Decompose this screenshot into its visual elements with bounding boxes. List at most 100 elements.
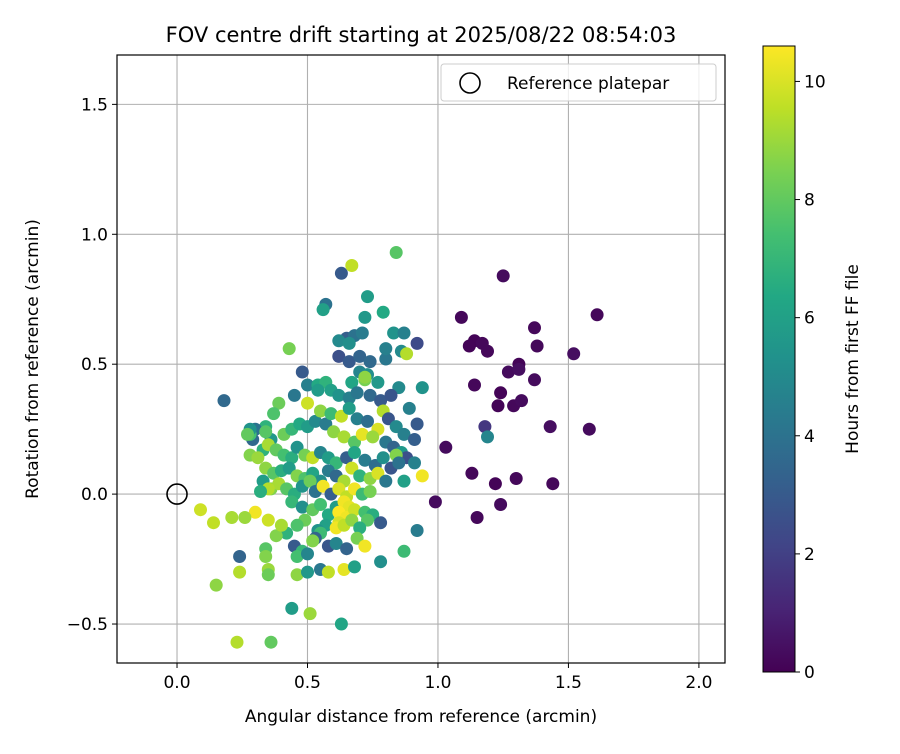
data-point [470,511,484,524]
data-point [428,495,442,509]
data-point [274,518,288,532]
data-point [350,412,364,426]
data-point [248,505,262,519]
data-point [358,453,372,467]
data-point [397,544,411,558]
data-point [379,474,393,488]
data-point [410,417,424,431]
data-point [334,266,348,280]
legend: Reference platepar [440,63,717,102]
data-point [348,446,361,459]
data-point [272,396,286,410]
data-point [321,565,335,579]
data-point [337,563,351,576]
data-point [528,321,541,335]
data-point [379,352,393,366]
data-point [397,427,411,441]
data-point [345,513,359,527]
data-point [230,635,244,649]
colorbar-label: Hours from first FF file [843,264,863,454]
data-point [314,404,327,418]
data-point [332,334,346,348]
data-point [290,518,304,532]
data-point [285,451,299,465]
data-point [374,394,388,408]
data-point [251,451,265,465]
data-point [261,568,275,582]
data-point [515,394,528,408]
data-point [261,513,275,527]
data-point [233,550,247,563]
x-tick-label: 1.0 [424,673,451,693]
data-point [389,246,403,259]
data-point [264,635,278,649]
data-point [528,373,541,387]
data-point [314,498,327,511]
data-point [400,347,414,361]
legend-open-circle-marker [459,72,481,94]
data-point [295,500,309,514]
y-axis-ticks: −0.5 0.0 0.5 1.0 1.5 [67,95,117,635]
data-point [494,386,508,400]
data-point [509,472,523,485]
data-point [340,542,354,556]
y-tick-label: −0.5 [67,615,108,635]
data-point [363,388,377,402]
data-point [371,375,385,389]
data-point [392,456,406,470]
data-point [543,420,557,434]
data-point [376,305,390,319]
x-tick-label: 2.0 [685,673,712,693]
chart-title: FOV centre drift starting at 2025/08/22 … [166,23,677,47]
data-point [361,290,374,304]
colorbar-tick-label: 8 [804,191,815,211]
data-point [342,401,356,415]
data-point [207,516,220,530]
data-point [301,547,314,561]
data-point [397,474,411,488]
data-point [342,336,356,350]
data-point [462,339,476,353]
legend-label: Reference platepar [507,74,669,94]
data-point [402,401,416,415]
data-point [259,425,273,439]
data-point [217,394,231,408]
data-point [316,303,330,317]
data-point [481,430,494,444]
data-point [439,440,453,454]
data-point [408,456,421,470]
data-point [295,365,309,379]
data-point [238,511,252,524]
y-axis-label: Rotation from reference (arcmin) [23,219,43,499]
data-point [478,420,492,434]
data-point [387,326,401,340]
data-point [465,466,479,480]
x-tick-label: 0.0 [163,673,190,693]
data-point [332,349,346,363]
legend-box [440,63,717,102]
data-point [379,342,393,356]
data-point [225,511,239,524]
data-point [415,469,429,483]
colorbar-tick-label: 2 [804,545,815,565]
data-point [209,578,223,592]
data-point [337,430,351,444]
data-points [194,246,604,649]
data-point [481,344,494,358]
data-point [374,516,388,530]
data-point [374,555,388,569]
colorbar-tick-label: 10 [804,72,826,92]
data-point [384,388,398,402]
data-point [371,466,385,480]
data-point [361,414,374,428]
colorbar-ticks: 0 2 4 6 8 10 [795,72,826,683]
data-point [408,433,421,446]
data-point [327,425,341,439]
data-point [301,565,314,579]
data-point [254,485,267,498]
data-point [301,396,314,410]
data-point [582,422,596,436]
data-point [567,347,581,361]
data-point [308,414,322,428]
